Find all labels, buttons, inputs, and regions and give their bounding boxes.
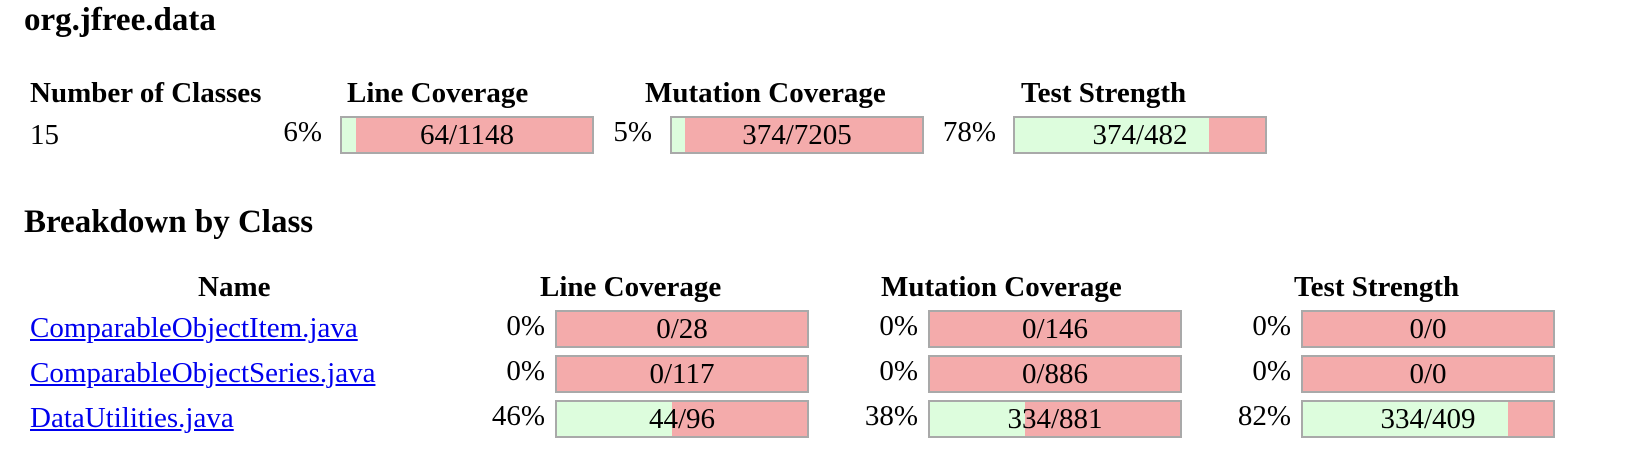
row-strength-percent: 0% xyxy=(1252,310,1291,342)
row-strength-legend: 0/0 xyxy=(1409,358,1447,390)
breakdown-header-name: Name xyxy=(198,271,271,303)
coverage-fill xyxy=(557,402,672,436)
coverage-fill xyxy=(1015,118,1209,152)
summary-strength-bar: 374/482 xyxy=(1013,116,1267,154)
row-strength-bar: 0/0 xyxy=(1301,310,1555,348)
row-strength-percent: 82% xyxy=(1237,400,1291,432)
summary-header-strength: Test Strength xyxy=(1021,77,1187,109)
row-mutation-legend: 0/146 xyxy=(1021,313,1089,345)
summary-line-legend: 64/1148 xyxy=(420,119,514,151)
row-line-bar: 0/117 xyxy=(555,355,809,393)
breakdown-title: Breakdown by Class xyxy=(24,204,314,240)
summary-header-classes: Number of Classes xyxy=(30,77,262,109)
summary-line-bar: 64/1148 xyxy=(340,116,594,154)
summary-header-mutation: Mutation Coverage xyxy=(645,77,886,109)
class-link-data-utilities[interactable]: DataUtilities.java xyxy=(30,402,234,434)
row-strength-legend: 334/409 xyxy=(1380,403,1476,435)
breakdown-header-mutation: Mutation Coverage xyxy=(881,271,1122,303)
row-mutation-legend: 0/886 xyxy=(1021,358,1089,390)
row-line-legend: 44/96 xyxy=(648,403,716,435)
row-line-bar: 0/28 xyxy=(555,310,809,348)
coverage-fill xyxy=(342,118,356,152)
summary-header-line: Line Coverage xyxy=(347,77,529,109)
summary-mutation-percent: 5% xyxy=(613,116,652,148)
summary-strength-percent: 78% xyxy=(942,116,996,148)
row-line-percent: 0% xyxy=(506,355,545,387)
class-link-comparable-object-item[interactable]: ComparableObjectItem.java xyxy=(30,312,358,344)
package-title: org.jfree.data xyxy=(24,2,216,38)
coverage-fill xyxy=(672,118,685,152)
row-strength-bar: 0/0 xyxy=(1301,355,1555,393)
class-link-comparable-object-series[interactable]: ComparableObjectSeries.java xyxy=(30,357,376,389)
row-strength-bar: 334/409 xyxy=(1301,400,1555,438)
row-mutation-percent: 38% xyxy=(864,400,918,432)
summary-mutation-legend: 374/7205 xyxy=(742,119,852,151)
row-mutation-bar: 334/881 xyxy=(928,400,1182,438)
row-mutation-legend: 334/881 xyxy=(1007,403,1103,435)
row-mutation-percent: 0% xyxy=(879,310,918,342)
row-mutation-percent: 0% xyxy=(879,355,918,387)
row-mutation-bar: 0/886 xyxy=(928,355,1182,393)
row-strength-legend: 0/0 xyxy=(1409,313,1447,345)
breakdown-header-strength: Test Strength xyxy=(1294,271,1460,303)
row-strength-percent: 0% xyxy=(1252,355,1291,387)
summary-strength-legend: 374/482 xyxy=(1092,119,1188,151)
breakdown-header-line: Line Coverage xyxy=(540,271,722,303)
coverage-fill xyxy=(1303,402,1508,436)
row-line-percent: 46% xyxy=(491,400,545,432)
row-line-percent: 0% xyxy=(506,310,545,342)
summary-line-percent: 6% xyxy=(283,116,322,148)
summary-mutation-bar: 374/7205 xyxy=(670,116,924,154)
summary-classes-count: 15 xyxy=(30,119,59,151)
row-line-legend: 0/117 xyxy=(649,358,715,390)
coverage-fill xyxy=(930,402,1025,436)
row-mutation-bar: 0/146 xyxy=(928,310,1182,348)
row-line-bar: 44/96 xyxy=(555,400,809,438)
row-line-legend: 0/28 xyxy=(656,313,708,345)
